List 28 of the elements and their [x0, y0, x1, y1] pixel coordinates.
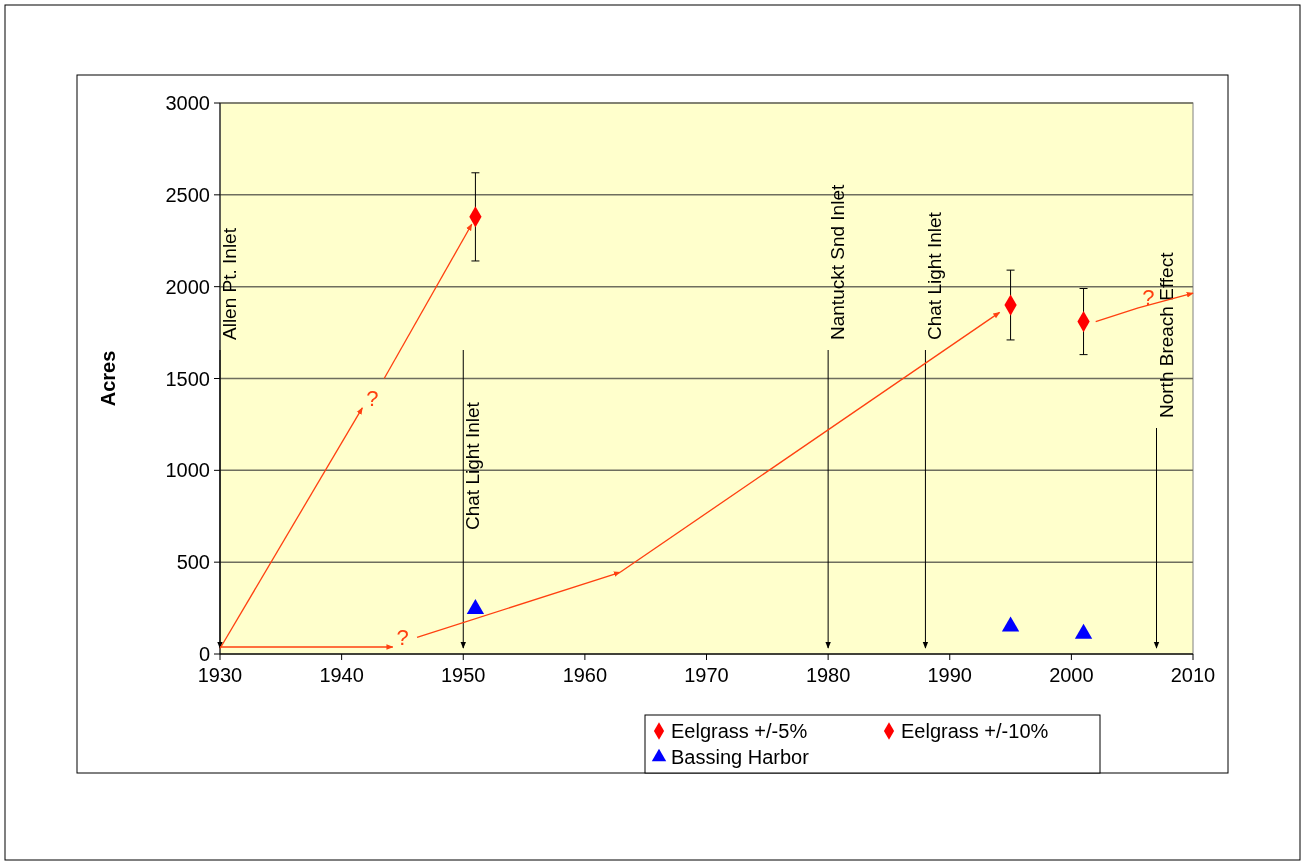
ref-line-label: Chat Light Inlet: [462, 401, 484, 530]
x-tick-label: 1940: [319, 664, 364, 686]
x-tick-label: 2010: [1170, 664, 1216, 686]
y-tick-label: 500: [176, 551, 210, 574]
x-tick-label: 2000: [1049, 664, 1094, 686]
ref-line-label: Allen Pt. Inlet: [219, 227, 240, 340]
x-tick-label: 1980: [805, 664, 851, 686]
ref-line-label: North Breach Effect: [1155, 251, 1177, 418]
legend-label: Eelgrass +/-5%: [671, 720, 808, 742]
ref-line-label: Nantuckt Snd Inlet: [827, 184, 849, 340]
x-tick-label: 1990: [927, 664, 972, 686]
y-tick-label: 3000: [165, 92, 210, 114]
y-tick-label: 2000: [165, 275, 210, 298]
x-tick-label: 1960: [562, 664, 608, 686]
y-axis-title: Acres: [97, 350, 119, 407]
x-tick-label: 1950: [441, 664, 486, 686]
y-tick-label: 0: [198, 643, 210, 665]
legend-label: Eelgrass +/-10%: [901, 720, 1049, 742]
annotation: ?: [366, 385, 379, 411]
legend-label: Bassing Harbor: [671, 746, 810, 768]
annotation: ?: [396, 624, 409, 650]
y-tick-label: 1500: [165, 367, 210, 390]
annotation: ?: [1142, 285, 1155, 311]
y-tick-label: 2500: [165, 183, 210, 206]
y-tick-label: 1000: [165, 459, 210, 482]
ref-line-label: Chat Light Inlet: [924, 211, 946, 340]
x-tick-label: 1970: [684, 664, 729, 686]
x-tick-label: 1930: [197, 664, 243, 686]
